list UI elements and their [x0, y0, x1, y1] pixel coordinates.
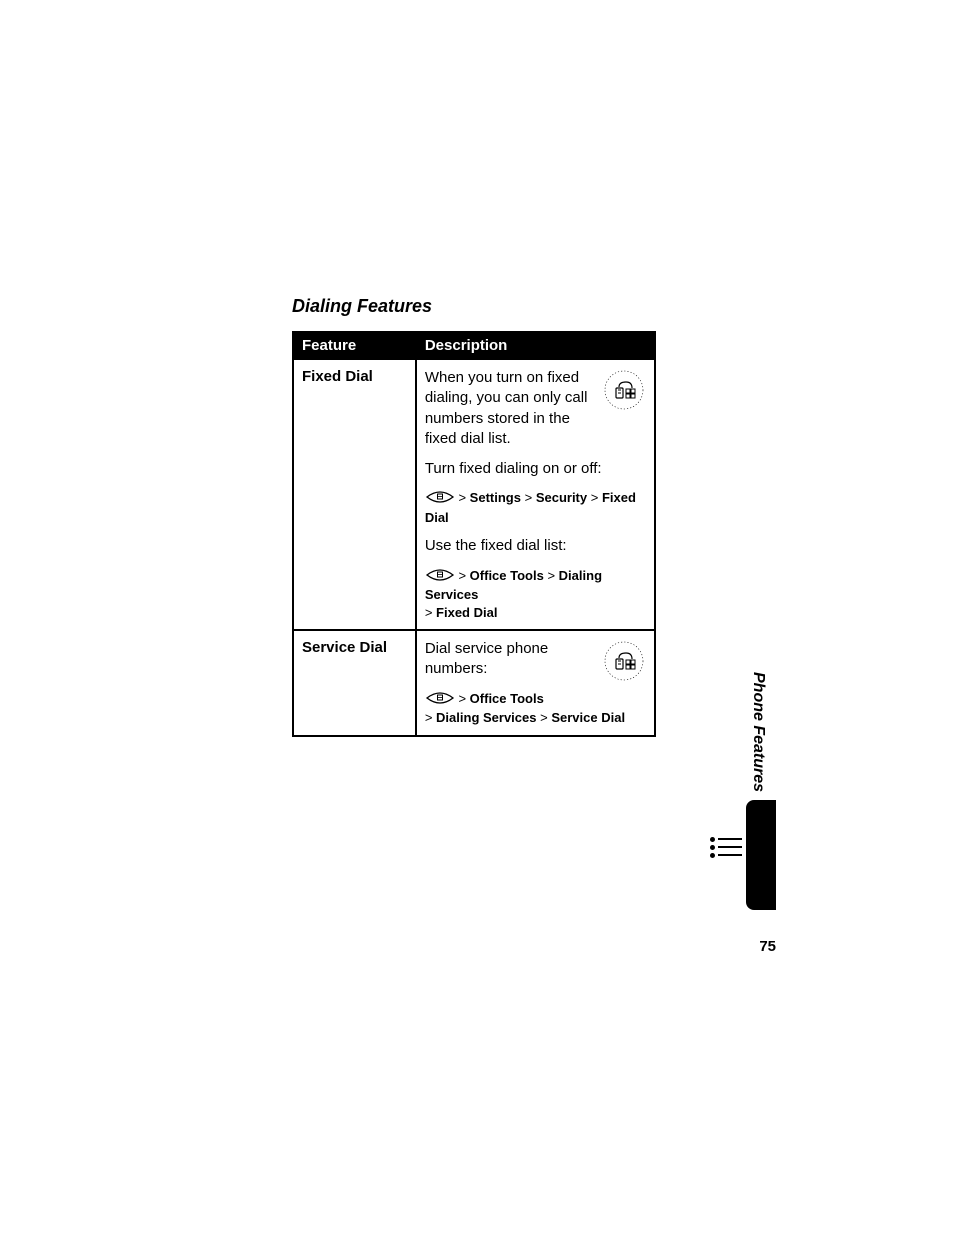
- content-area: Dialing Features Feature Description Fix…: [292, 296, 656, 737]
- network-subscription-dependent-feature-icon: [602, 368, 646, 416]
- desc-text: Use the fixed dial list:: [425, 536, 646, 556]
- side-tab-label: Phone Features: [749, 672, 767, 792]
- desc-text: Turn fixed dialing on or off:: [425, 459, 646, 479]
- table-row: Fixed Dial: [293, 359, 655, 630]
- network-subscription-dependent-feature-icon: [602, 639, 646, 687]
- feature-name-fixed-dial: Fixed Dial: [302, 368, 373, 385]
- features-table: Feature Description Fixed Dial: [292, 331, 656, 737]
- feature-name-service-dial: Service Dial: [302, 639, 387, 656]
- menu-key-icon: [425, 568, 455, 587]
- cell-description: Dial service phone numbers: > Office: [416, 630, 655, 736]
- page-number: 75: [759, 938, 776, 955]
- cell-description: When you turn on fixed dialing, you can …: [416, 359, 655, 630]
- menu-key-icon: [425, 691, 455, 710]
- cell-feature: Service Dial: [293, 630, 416, 736]
- cell-feature: Fixed Dial: [293, 359, 416, 630]
- menu-path: > Office Tools > Dialing Services > Fixe…: [425, 567, 646, 622]
- page-root: Dialing Features Feature Description Fix…: [0, 0, 954, 1235]
- menu-path: > Office Tools > Dialing Services > Serv…: [425, 690, 646, 727]
- menu-path: > Settings > Security > Fixed Dial: [425, 489, 646, 526]
- section-title: Dialing Features: [292, 296, 656, 317]
- col-header-description: Description: [416, 332, 655, 359]
- list-icon: [718, 838, 742, 862]
- tab-shape-icon: [746, 800, 776, 910]
- menu-key-icon: [425, 490, 455, 509]
- col-header-feature: Feature: [293, 332, 416, 359]
- table-row: Service Dial: [293, 630, 655, 736]
